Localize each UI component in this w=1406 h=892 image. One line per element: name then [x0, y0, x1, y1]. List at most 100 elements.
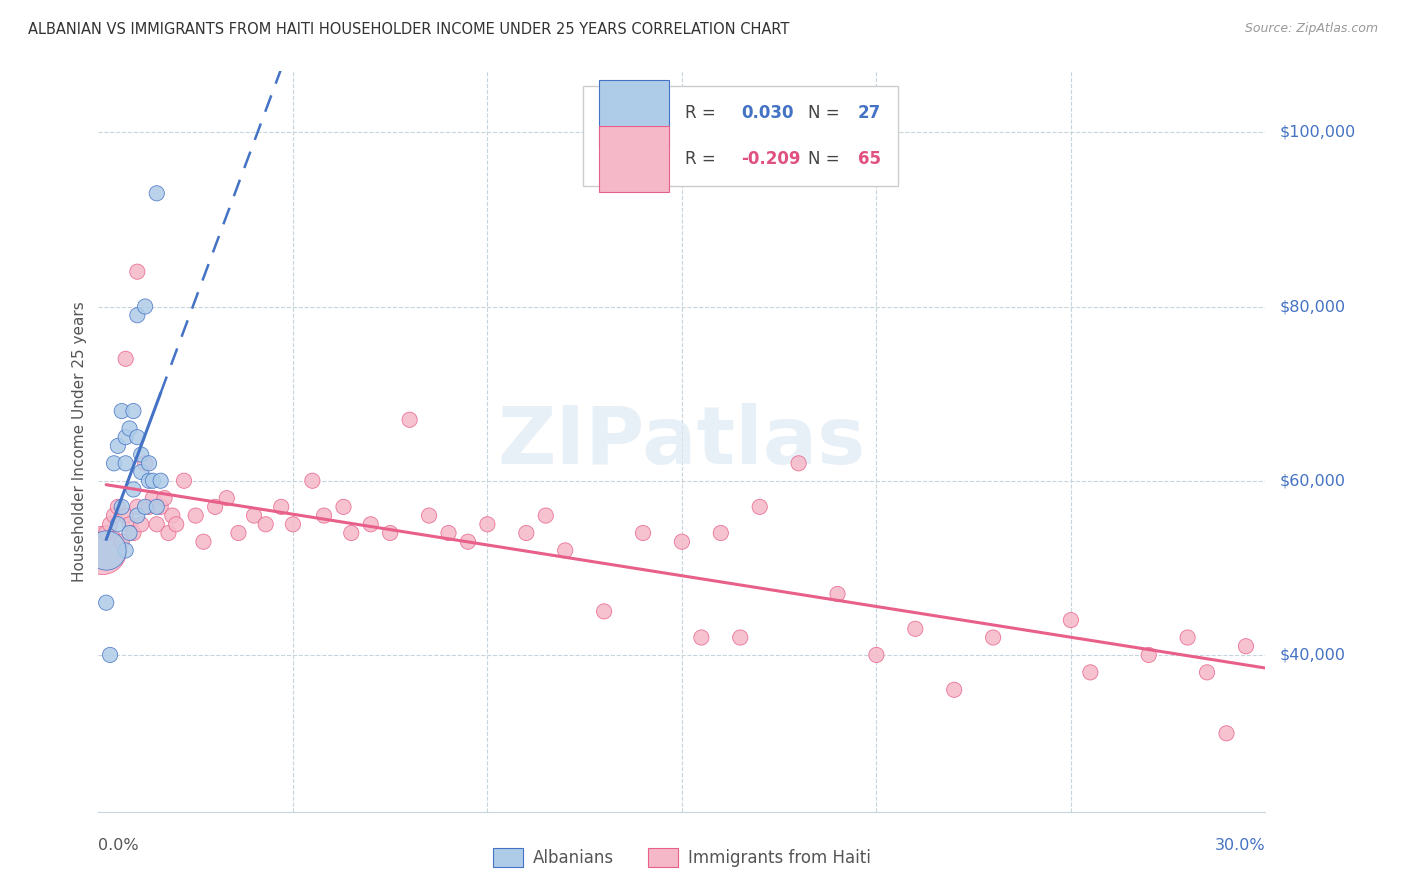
Point — [340, 526, 363, 541]
Y-axis label: Householder Income Under 25 years: Householder Income Under 25 years — [72, 301, 87, 582]
Text: Source: ZipAtlas.com: Source: ZipAtlas.com — [1244, 22, 1378, 36]
Point — [107, 500, 129, 514]
Point — [127, 500, 149, 514]
Point — [149, 500, 172, 514]
FancyBboxPatch shape — [599, 126, 669, 193]
Point — [107, 517, 129, 532]
Point — [103, 508, 125, 523]
Text: -0.209: -0.209 — [741, 150, 801, 168]
Point — [1060, 613, 1083, 627]
Point — [1080, 665, 1102, 680]
Point — [787, 456, 810, 470]
Point — [91, 543, 114, 558]
Point — [96, 596, 118, 610]
Point — [1177, 631, 1199, 645]
Point — [118, 526, 141, 541]
Point — [134, 300, 156, 314]
Point — [228, 526, 250, 541]
Point — [127, 265, 149, 279]
Text: $40,000: $40,000 — [1279, 648, 1346, 663]
Point — [215, 491, 238, 505]
Point — [457, 534, 479, 549]
Point — [243, 508, 266, 523]
Point — [301, 474, 323, 488]
Text: N =: N = — [808, 150, 845, 168]
Text: ALBANIAN VS IMMIGRANTS FROM HAITI HOUSEHOLDER INCOME UNDER 25 YEARS CORRELATION : ALBANIAN VS IMMIGRANTS FROM HAITI HOUSEH… — [28, 22, 790, 37]
Point — [98, 648, 121, 662]
Point — [149, 474, 172, 488]
Point — [398, 413, 420, 427]
Point — [142, 474, 165, 488]
Text: 0.0%: 0.0% — [98, 838, 139, 853]
Point — [146, 517, 169, 532]
Text: 30.0%: 30.0% — [1215, 838, 1265, 853]
Point — [129, 465, 152, 479]
Point — [142, 491, 165, 505]
Point — [114, 430, 136, 444]
Text: 0.030: 0.030 — [741, 104, 794, 122]
Point — [129, 517, 152, 532]
Point — [129, 448, 152, 462]
Point — [631, 526, 654, 541]
Point — [1234, 639, 1257, 653]
Text: ZIPatlas: ZIPatlas — [498, 402, 866, 481]
Point — [153, 491, 176, 505]
Point — [515, 526, 537, 541]
Point — [312, 508, 335, 523]
Point — [114, 543, 136, 558]
Point — [134, 456, 156, 470]
Point — [204, 500, 226, 514]
Point — [122, 404, 145, 418]
Point — [138, 456, 160, 470]
Point — [98, 517, 121, 532]
Point — [710, 526, 733, 541]
FancyBboxPatch shape — [582, 87, 898, 186]
Point — [690, 631, 713, 645]
Point — [146, 500, 169, 514]
Point — [118, 421, 141, 435]
Point — [146, 186, 169, 201]
Point — [114, 456, 136, 470]
Point — [730, 631, 752, 645]
Point — [96, 543, 118, 558]
Point — [943, 682, 966, 697]
Point — [378, 526, 402, 541]
Point — [281, 517, 304, 532]
Point — [107, 439, 129, 453]
Point — [165, 517, 187, 532]
Point — [111, 404, 134, 418]
Point — [114, 508, 136, 523]
Point — [554, 543, 576, 558]
Point — [534, 508, 557, 523]
Point — [270, 500, 292, 514]
Point — [748, 500, 770, 514]
Point — [138, 474, 160, 488]
Point — [138, 500, 160, 514]
Legend: Albanians, Immigrants from Haiti: Albanians, Immigrants from Haiti — [486, 841, 877, 874]
Point — [593, 604, 616, 618]
Point — [865, 648, 887, 662]
Point — [981, 631, 1004, 645]
Point — [173, 474, 195, 488]
Point — [254, 517, 277, 532]
Point — [184, 508, 207, 523]
Text: R =: R = — [685, 150, 721, 168]
Point — [114, 351, 136, 366]
Point — [193, 534, 215, 549]
Point — [1195, 665, 1218, 680]
Point — [332, 500, 354, 514]
Point — [96, 526, 118, 541]
Text: 27: 27 — [858, 104, 882, 122]
Point — [122, 526, 145, 541]
Point — [904, 622, 927, 636]
Point — [111, 500, 134, 514]
Point — [127, 308, 149, 322]
Point — [122, 483, 145, 497]
Point — [127, 508, 149, 523]
Point — [1137, 648, 1160, 662]
Text: $60,000: $60,000 — [1279, 474, 1346, 488]
FancyBboxPatch shape — [599, 80, 669, 146]
Point — [360, 517, 382, 532]
Point — [1215, 726, 1237, 740]
Point — [477, 517, 499, 532]
